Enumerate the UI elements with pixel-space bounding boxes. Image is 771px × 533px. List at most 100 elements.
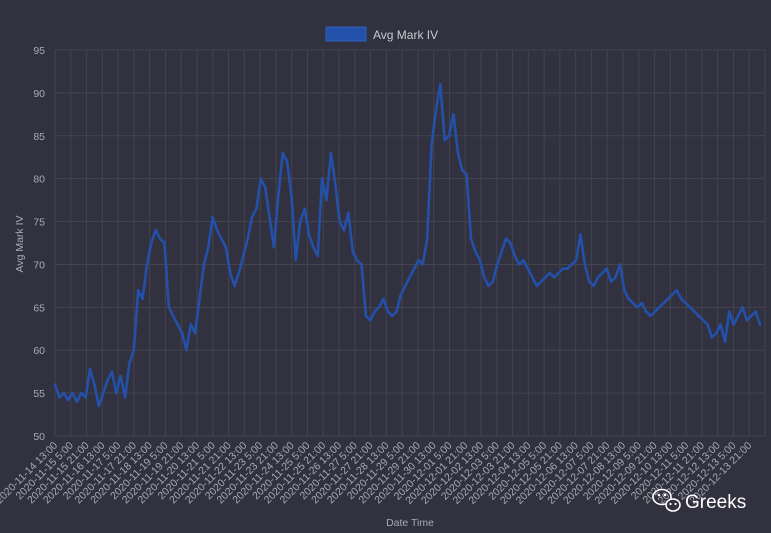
data-point	[439, 83, 442, 86]
data-point	[373, 310, 377, 313]
data-point	[605, 267, 608, 271]
data-point	[215, 228, 219, 232]
y-tick-label: 50	[33, 431, 45, 443]
data-point	[338, 220, 341, 223]
data-point	[198, 297, 201, 301]
data-point	[688, 306, 692, 309]
data-point	[80, 391, 83, 395]
data-point	[460, 168, 464, 172]
data-point	[412, 267, 416, 271]
data-point	[474, 250, 477, 253]
data-point	[404, 284, 407, 288]
data-point	[132, 348, 136, 352]
watermark-text: Greeks	[685, 492, 746, 513]
data-point	[701, 318, 705, 322]
data-point	[430, 143, 433, 146]
data-point	[496, 263, 499, 266]
data-point	[171, 314, 175, 318]
y-tick-label: 75	[33, 217, 45, 229]
data-point	[631, 301, 635, 305]
data-point	[557, 271, 560, 275]
data-point	[211, 216, 214, 219]
data-point	[408, 276, 412, 279]
data-point	[110, 370, 114, 374]
data-point	[749, 314, 753, 318]
x-axis-title: Date Time	[386, 517, 434, 529]
data-point	[115, 391, 118, 395]
data-point	[736, 314, 740, 318]
data-point	[53, 383, 57, 386]
data-point	[316, 254, 320, 258]
data-point	[255, 207, 258, 210]
data-point	[526, 267, 530, 271]
data-point	[307, 233, 311, 236]
data-point	[513, 254, 517, 258]
y-tick-label: 85	[33, 131, 45, 143]
data-point	[723, 340, 727, 343]
data-point	[627, 297, 630, 301]
y-tick-label: 70	[33, 259, 45, 271]
data-point	[106, 378, 109, 382]
data-point	[185, 348, 188, 352]
data-point	[66, 398, 70, 402]
data-point	[390, 314, 394, 318]
data-point	[136, 288, 140, 292]
data-point	[84, 396, 87, 399]
data-point	[141, 297, 144, 301]
data-point	[298, 220, 302, 223]
data-point	[250, 216, 254, 219]
data-point	[360, 263, 363, 266]
data-point	[570, 263, 573, 266]
data-point	[101, 391, 105, 395]
legend-swatch[interactable]	[325, 26, 367, 42]
data-point	[548, 271, 552, 275]
data-point	[290, 194, 293, 198]
data-point	[500, 250, 503, 253]
data-point	[189, 323, 192, 326]
y-tick-label: 95	[33, 45, 45, 57]
data-point	[710, 336, 714, 339]
data-point	[684, 301, 687, 305]
data-point	[294, 258, 298, 262]
data-point	[644, 310, 648, 313]
data-point	[325, 198, 328, 202]
data-point	[425, 237, 429, 240]
wechat-icon	[652, 488, 681, 512]
data-point	[732, 323, 735, 326]
data-point	[517, 263, 521, 266]
data-point	[587, 280, 591, 283]
data-point	[714, 331, 718, 335]
data-point	[123, 396, 127, 399]
data-point	[382, 297, 385, 301]
data-point	[342, 228, 346, 232]
data-point	[320, 177, 324, 180]
data-point	[75, 400, 79, 404]
data-point	[447, 134, 451, 138]
series-line-0	[53, 83, 762, 408]
data-point	[220, 237, 223, 240]
data-point	[452, 113, 455, 116]
legend-label[interactable]: Avg Mark IV	[373, 28, 438, 42]
data-point	[167, 306, 171, 309]
data-point	[58, 396, 61, 399]
data-point	[224, 246, 228, 249]
data-point	[535, 284, 538, 288]
data-point	[728, 310, 731, 313]
legend[interactable]: Avg Mark IV	[325, 26, 438, 42]
data-point	[329, 151, 333, 155]
data-point	[758, 323, 762, 326]
data-point	[263, 185, 267, 189]
data-point	[421, 263, 425, 266]
y-tick-label: 60	[33, 345, 45, 357]
data-point	[509, 241, 512, 245]
data-point	[504, 237, 508, 240]
data-point	[386, 310, 390, 313]
data-point	[71, 391, 74, 395]
data-point	[552, 276, 556, 279]
data-point	[609, 280, 613, 283]
data-point	[242, 254, 245, 258]
data-point	[566, 267, 569, 271]
data-point	[719, 323, 722, 326]
data-point	[649, 314, 652, 318]
y-tick-label: 65	[33, 302, 45, 314]
